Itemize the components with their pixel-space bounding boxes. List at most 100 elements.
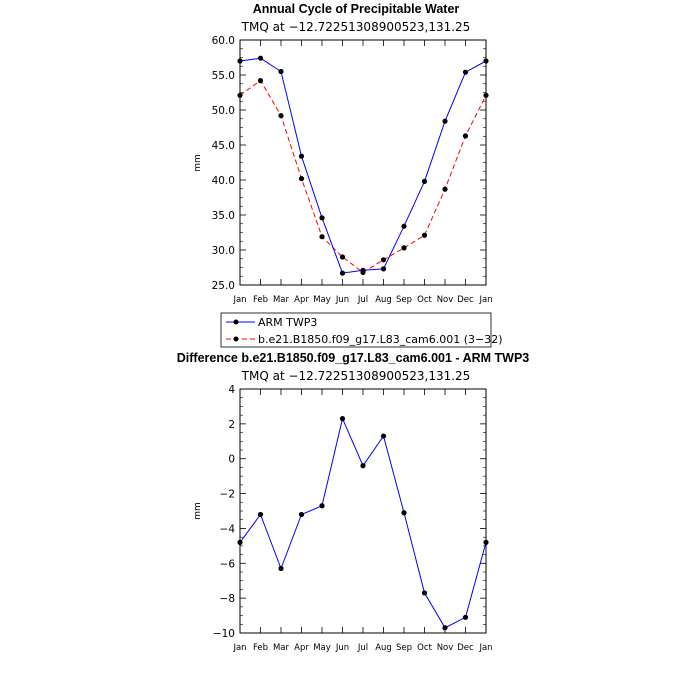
x-tick-label: Apr — [294, 295, 309, 305]
data-point — [257, 511, 264, 518]
data-point — [298, 176, 305, 182]
legend-label-arm: ARM TWP3 — [258, 316, 317, 329]
data-point — [380, 257, 387, 263]
chart-subtitle: TMQ at −12.72251308900523,131.25 — [241, 369, 471, 383]
x-tick-label: May — [313, 295, 331, 305]
data-point — [401, 510, 407, 516]
y-tick-label: 35.0 — [212, 210, 235, 222]
y-tick-label: 30.0 — [212, 245, 235, 257]
x-tick-label: Sep — [396, 295, 412, 305]
data-point — [421, 232, 428, 238]
x-tick-label: Jul — [357, 295, 368, 305]
x-tick-label: May — [313, 643, 331, 653]
data-point — [237, 58, 243, 64]
series-line — [239, 57, 487, 274]
data-point — [483, 58, 489, 64]
data-point — [380, 266, 387, 272]
data-point — [319, 234, 325, 240]
x-tick-label: Dec — [457, 295, 474, 305]
y-tick-label: 45.0 — [212, 140, 235, 152]
data-point — [401, 223, 407, 229]
difference-chart: Difference b.e21.B1850.f09_g17.L83_cam6.… — [177, 351, 530, 653]
data-point — [442, 118, 448, 124]
data-point — [483, 539, 489, 545]
x-tick-label: Mar — [273, 295, 290, 305]
series-line — [239, 417, 487, 629]
chart-title: Annual Cycle of Precipitable Water — [253, 2, 460, 16]
data-point — [319, 503, 325, 509]
legend-marker-model — [233, 336, 239, 342]
y-tick-label: 50.0 — [212, 105, 235, 117]
y-tick-label: −2 — [220, 489, 235, 501]
legend-label-model: b.e21.B1850.f09_g17.L83_cam6.001 (3−32) — [258, 333, 503, 346]
data-point — [278, 68, 284, 75]
y-tick-label: 55.0 — [212, 70, 235, 82]
data-point — [278, 565, 284, 572]
y-axis-label: mm — [193, 502, 203, 520]
y-tick-label: −10 — [213, 628, 235, 640]
legend: ARM TWP3 b.e21.B1850.f09_g17.L83_cam6.00… — [220, 312, 503, 348]
x-tick-label: Mar — [273, 643, 290, 653]
data-point — [237, 92, 243, 98]
x-tick-label: Feb — [253, 643, 268, 653]
data-point — [298, 511, 305, 518]
y-axis-label: mm — [193, 154, 203, 172]
data-point — [421, 590, 428, 596]
data-point — [483, 92, 489, 98]
x-tick-label: Nov — [437, 295, 454, 305]
x-tick-label: Aug — [375, 643, 392, 653]
precipitable-water-chart: Annual Cycle of Precipitable Water TMQ a… — [193, 2, 493, 305]
data-point — [380, 433, 387, 439]
x-tick-label: Oct — [417, 643, 432, 653]
y-tick-label: 25.0 — [212, 280, 235, 292]
x-tick-label: Apr — [294, 643, 309, 653]
y-tick-label: −4 — [220, 523, 236, 535]
y-tick-label: −6 — [220, 558, 236, 570]
x-tick-label: Jan — [232, 643, 246, 653]
data-point — [257, 78, 264, 84]
chart-title: Difference b.e21.B1850.f09_g17.L83_cam6.… — [177, 351, 530, 365]
y-tick-label: −8 — [220, 593, 235, 605]
x-tick-label: Jan — [232, 295, 246, 305]
x-tick-label: Oct — [417, 295, 432, 305]
y-tick-label: 40.0 — [212, 175, 235, 187]
x-tick-label: Nov — [437, 643, 454, 653]
y-tick-label: 4 — [228, 384, 235, 396]
data-point — [462, 69, 469, 75]
x-tick-label: Jan — [478, 295, 492, 305]
data-point — [462, 133, 469, 139]
x-tick-label: Jul — [357, 643, 368, 653]
y-tick-label: 60.0 — [212, 35, 235, 47]
data-point — [442, 186, 448, 192]
x-tick-label: Jun — [335, 295, 349, 305]
data-point — [401, 245, 407, 251]
data-point — [421, 178, 428, 184]
plot-frame — [239, 39, 487, 286]
chart-subtitle: TMQ at −12.72251308900523,131.25 — [241, 20, 471, 34]
x-tick-label: Dec — [457, 643, 474, 653]
data-point — [257, 55, 264, 61]
data-point — [339, 254, 346, 260]
x-tick-label: Feb — [253, 295, 268, 305]
data-point — [339, 270, 346, 276]
data-point — [278, 113, 284, 119]
x-tick-label: Jun — [335, 643, 349, 653]
data-point — [298, 153, 305, 159]
y-tick-label: 2 — [228, 419, 235, 431]
data-point — [360, 463, 366, 469]
x-tick-label: Aug — [375, 295, 392, 305]
legend-marker-arm — [233, 319, 239, 325]
x-tick-label: Jan — [478, 643, 492, 653]
plot-frame — [239, 388, 487, 634]
data-point — [442, 625, 448, 631]
legend-box — [220, 312, 492, 348]
y-tick-label: 0 — [228, 454, 235, 466]
data-point — [237, 539, 243, 545]
data-point — [319, 215, 325, 221]
data-point — [360, 267, 366, 273]
data-point — [339, 416, 346, 422]
data-point — [462, 614, 469, 620]
x-tick-label: Sep — [396, 643, 412, 653]
series-line — [239, 79, 487, 274]
